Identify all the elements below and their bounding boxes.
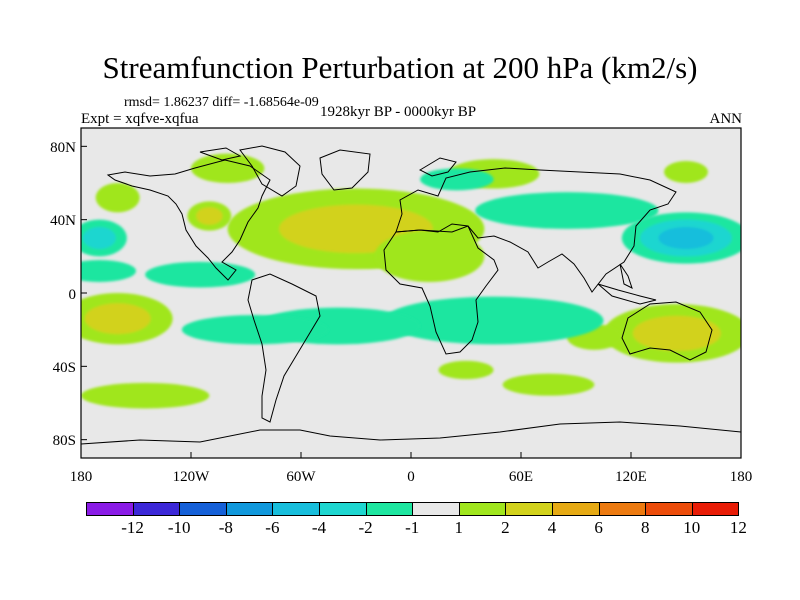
lat-label-80s: 80S [52, 433, 76, 449]
colorbar-label: 10 [683, 518, 701, 537]
colorbar-label: -12 [121, 518, 144, 537]
colorbar-box [272, 502, 320, 516]
anomaly-15 [81, 260, 136, 282]
period-label: 1928kyr BP - 0000kyr BP [320, 104, 477, 120]
lon-label-120e: 120E [615, 469, 647, 485]
lon-label-180e: 180 [729, 469, 753, 485]
lat-label-40s: 40S [52, 360, 76, 376]
colorbar-label: -8 [218, 518, 233, 537]
anomaly-level [145, 261, 256, 288]
lat-label-40n: 40N [50, 213, 76, 229]
anomaly-17 [420, 168, 494, 191]
colorbar-label: 8 [640, 518, 650, 537]
colorbar-box [365, 502, 414, 516]
anomaly-level [191, 153, 265, 183]
anomaly-20 [81, 382, 210, 409]
axis-ticks [80, 145, 742, 458]
chart-title: Streamfunction Perturbation at 200 hPa (… [102, 50, 698, 85]
anomaly-level [95, 183, 140, 213]
anomaly-5 [187, 201, 232, 231]
colorbar-box [598, 502, 647, 516]
season-label: ANN [709, 111, 743, 127]
anomaly-19 [502, 373, 595, 396]
anomaly-22 [191, 153, 265, 183]
lat-label-0: 0 [68, 287, 77, 303]
colorbar-box [225, 502, 274, 516]
colorbar-label: -1 [405, 518, 420, 537]
coastlines [81, 145, 741, 445]
colorbar-box [505, 502, 553, 516]
colorbar-label: 4 [547, 518, 557, 537]
anomaly-9 [475, 192, 659, 229]
lon-label-120w: 120W [172, 469, 210, 485]
anomaly-level [82, 227, 116, 249]
anomaly-level [658, 227, 714, 249]
colorbar-label: 12 [729, 518, 747, 537]
anomaly-level [420, 168, 494, 191]
colorbar-box [319, 502, 367, 516]
anomaly-level [81, 260, 136, 282]
colorbar-box [458, 502, 507, 516]
stats-text: rmsd= 1.86237 diff= -1.68564e-09 [124, 95, 319, 110]
colorbar-box [132, 502, 181, 516]
lat-label-80n: 80N [50, 140, 76, 156]
colorbar-box [552, 502, 600, 516]
anomaly-level [181, 315, 329, 345]
anomaly-level [374, 230, 485, 282]
colorbar-box [691, 502, 740, 516]
anomaly-4 [664, 161, 708, 183]
colorbar-label: 2 [501, 518, 510, 537]
lon-label-0: 0 [407, 469, 415, 485]
anomaly-level [196, 207, 223, 225]
colorbar-label: 1 [454, 518, 464, 537]
map-background [81, 128, 741, 458]
lon-label-60w: 60W [286, 469, 316, 485]
colorbar-label: 6 [594, 518, 603, 537]
anomaly-10 [621, 212, 741, 264]
anomaly-level [632, 315, 721, 351]
colorbar-label: -2 [358, 518, 373, 537]
anomaly-level [438, 360, 494, 380]
anomaly-level [81, 382, 210, 409]
anomaly-level [664, 161, 708, 183]
lon-label-180w: 180 [69, 469, 93, 485]
anomaly-level [502, 373, 595, 396]
anomaly-18 [438, 360, 494, 380]
colorbar-box [645, 502, 693, 516]
anomaly-14 [81, 219, 127, 257]
anomaly-13 [145, 261, 256, 288]
colorbar-label: -6 [265, 518, 280, 537]
colorbar-box [412, 502, 460, 516]
anomaly-level [84, 303, 151, 335]
colorbar-box [86, 502, 134, 516]
lon-label-60e: 60E [508, 469, 534, 485]
anomaly-16 [181, 315, 329, 345]
anomaly-level [383, 296, 604, 345]
anomaly-6 [81, 293, 173, 345]
colorbar-box [179, 502, 227, 516]
experiment-label: Expt = xqfve-xqfua [81, 111, 199, 127]
anomaly-21 [95, 183, 140, 213]
anomaly-layer [81, 153, 741, 409]
anomaly-11 [383, 296, 604, 345]
anomaly-2 [374, 230, 485, 282]
colorbar-label: -10 [167, 518, 191, 537]
anomaly-level [475, 192, 659, 229]
colorbar-label: -4 [311, 518, 327, 537]
